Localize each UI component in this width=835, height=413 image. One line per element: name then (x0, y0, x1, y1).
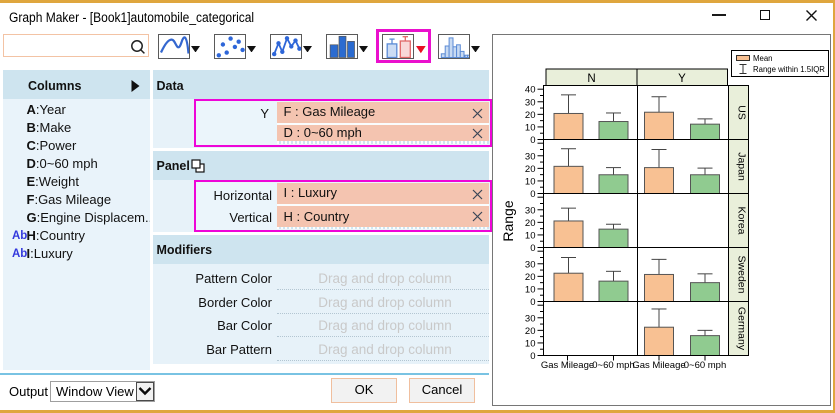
svg-text:30: 30 (525, 151, 536, 162)
svg-text:10: 10 (525, 284, 536, 295)
svg-text:Y: Y (678, 73, 686, 85)
svg-text:20: 20 (525, 272, 536, 283)
svg-text:20: 20 (525, 326, 536, 337)
svg-text:0~60 mph: 0~60 mph (684, 360, 727, 371)
svg-text:20: 20 (525, 164, 536, 175)
svg-text:10: 10 (525, 176, 536, 187)
svg-text:10: 10 (525, 338, 536, 349)
svg-text:0: 0 (530, 135, 535, 146)
svg-text:Mean: Mean (753, 54, 773, 63)
svg-text:10: 10 (525, 230, 536, 241)
svg-text:0: 0 (530, 243, 535, 254)
svg-text:Gas Mileage: Gas Mileage (541, 360, 594, 371)
svg-text:30: 30 (525, 205, 536, 216)
svg-text:Sweden: Sweden (736, 256, 748, 294)
svg-text:30: 30 (525, 259, 536, 270)
svg-text:0~60 mph: 0~60 mph (592, 360, 635, 371)
svg-text:US: US (736, 105, 748, 120)
svg-text:Korea: Korea (736, 206, 748, 234)
svg-text:20: 20 (525, 110, 536, 121)
svg-text:Range: Range (500, 200, 516, 241)
svg-text:Germany: Germany (736, 307, 748, 351)
svg-text:30: 30 (525, 313, 536, 324)
svg-text:Gas Mileage: Gas Mileage (632, 360, 685, 371)
svg-text:40: 40 (525, 85, 536, 96)
svg-text:Japan: Japan (736, 152, 748, 181)
svg-text:0: 0 (530, 189, 535, 200)
svg-text:0: 0 (530, 297, 535, 308)
svg-text:10: 10 (525, 122, 536, 133)
svg-text:Range within 1.5IQR: Range within 1.5IQR (753, 65, 825, 74)
svg-text:0: 0 (530, 351, 535, 362)
svg-text:20: 20 (525, 218, 536, 229)
svg-text:N: N (587, 73, 595, 85)
svg-text:30: 30 (525, 97, 536, 108)
